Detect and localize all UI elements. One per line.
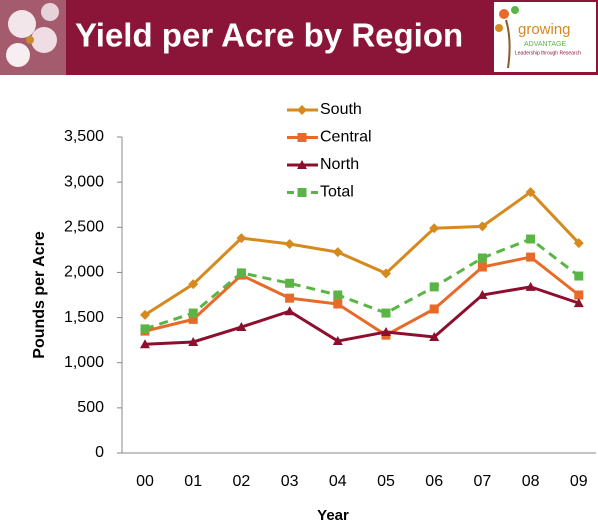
- marker: [526, 252, 536, 262]
- marker: [284, 306, 295, 316]
- marker: [236, 233, 247, 244]
- y-axis-title: Pounds per Acre: [31, 231, 48, 359]
- marker: [297, 188, 307, 197]
- logo-brand: ADVANTAGE: [524, 41, 566, 48]
- marker: [429, 223, 440, 234]
- marker: [381, 268, 391, 279]
- x-tick-label: 04: [329, 473, 347, 490]
- marker: [140, 324, 150, 334]
- marker: [297, 133, 307, 142]
- x-tick-label: 02: [233, 473, 251, 490]
- logo: growing ADVANTAGE Leadership through Res…: [494, 2, 596, 72]
- legend-label: Central: [320, 129, 372, 146]
- series-line: [144, 190, 580, 317]
- marker: [285, 293, 295, 303]
- slide-title: Yield per Acre by Region: [75, 17, 463, 54]
- marker: [188, 314, 198, 324]
- y-tick-label: 1,500: [64, 309, 104, 326]
- marker: [188, 279, 199, 290]
- marker: [429, 282, 439, 292]
- series-line: [144, 237, 580, 331]
- marker: [573, 238, 584, 249]
- marker: [381, 327, 391, 337]
- y-tick-label: 3,000: [64, 173, 104, 190]
- flower-image: [0, 0, 66, 75]
- x-tick-label: 05: [377, 473, 395, 490]
- x-tick-label: 03: [281, 473, 299, 490]
- y-tick-label: 0: [95, 444, 104, 461]
- marker: [236, 268, 246, 278]
- x-tick-label: 08: [522, 473, 540, 490]
- x-axis-title: Year: [317, 507, 349, 524]
- series-line: [144, 255, 580, 337]
- marker: [477, 221, 488, 232]
- x-tick-label: 07: [474, 473, 492, 490]
- legend-label: North: [320, 156, 359, 173]
- marker: [188, 336, 199, 346]
- y-tick-label: 500: [77, 399, 104, 416]
- marker: [574, 271, 584, 281]
- marker: [381, 308, 391, 318]
- x-tick-label: 09: [570, 473, 588, 490]
- marker: [284, 238, 295, 249]
- marker: [332, 336, 343, 346]
- logo-tagline: Leadership through Research: [515, 50, 581, 56]
- marker: [332, 247, 343, 258]
- x-tick-label: 06: [425, 473, 443, 490]
- marker: [477, 290, 488, 299]
- marker: [236, 322, 247, 332]
- marker: [297, 105, 307, 115]
- marker: [429, 304, 439, 314]
- marker: [525, 281, 536, 291]
- y-tick-label: 3,500: [64, 128, 104, 145]
- y-tick-label: 2,000: [64, 264, 104, 281]
- marker: [573, 298, 584, 308]
- legend-label: Total: [320, 184, 354, 201]
- marker: [140, 339, 150, 349]
- x-tick-label: 00: [136, 473, 154, 490]
- marker: [188, 308, 198, 318]
- marker: [285, 278, 295, 288]
- marker: [477, 253, 487, 263]
- marker: [140, 309, 150, 320]
- logo-word: growing: [518, 21, 571, 38]
- marker: [526, 234, 536, 244]
- legend-label: South: [320, 101, 362, 118]
- marker: [297, 160, 307, 169]
- y-tick-label: 1,000: [64, 354, 104, 371]
- marker: [429, 331, 440, 341]
- marker: [574, 290, 584, 300]
- series-line: [144, 285, 580, 346]
- marker: [333, 290, 343, 300]
- marker: [477, 262, 487, 272]
- marker: [333, 299, 343, 309]
- x-tick-label: 01: [184, 473, 202, 490]
- y-tick-label: 2,500: [64, 219, 104, 236]
- marker: [525, 187, 536, 198]
